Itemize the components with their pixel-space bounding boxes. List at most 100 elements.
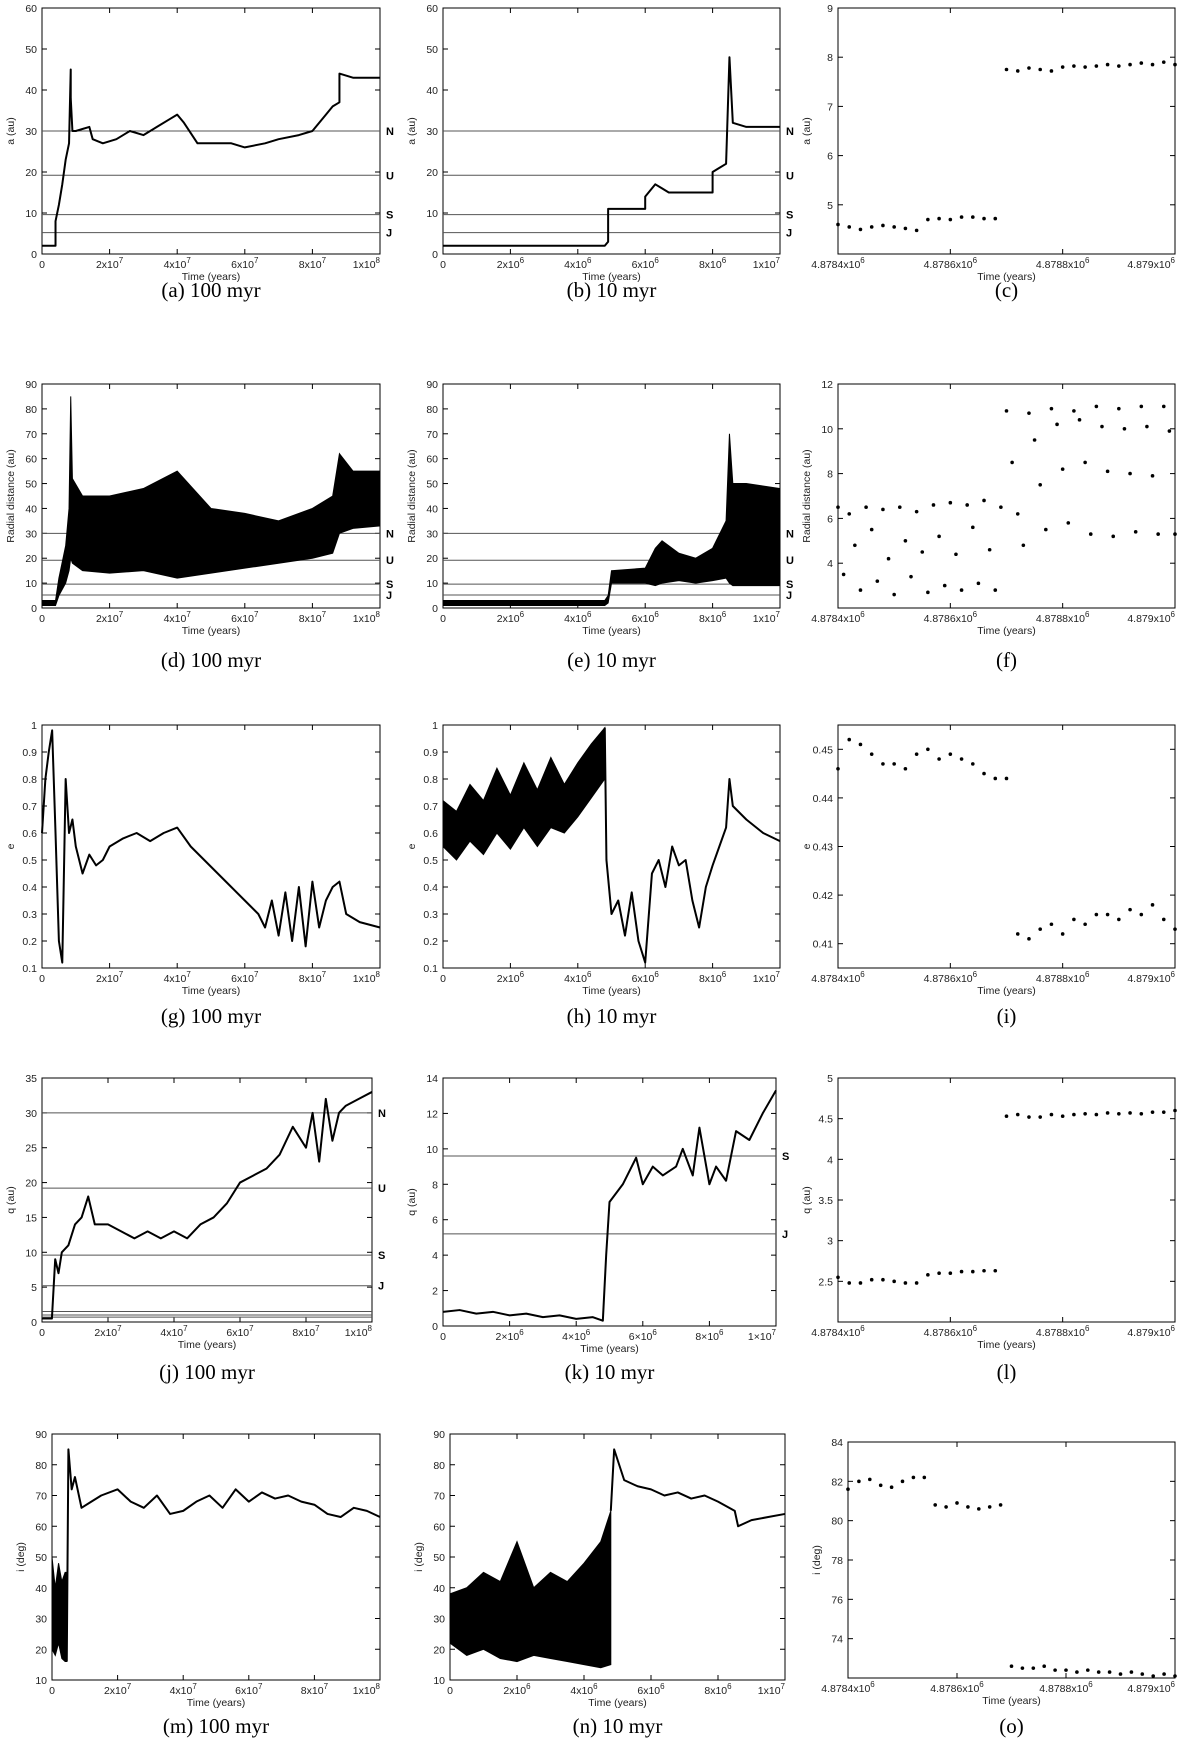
y-tick-label: 0.1 — [22, 963, 37, 975]
x-tick-label: 2x107 — [94, 1324, 122, 1339]
data-point — [1015, 512, 1020, 516]
data-point — [1161, 60, 1166, 64]
data-point — [1167, 429, 1172, 433]
data-point — [937, 216, 941, 221]
data-point — [1096, 1670, 1101, 1674]
data-point — [1173, 532, 1177, 536]
data-point — [971, 1269, 975, 1274]
data-point — [1173, 1674, 1177, 1678]
y-tick-label: 30 — [426, 528, 438, 540]
data-point — [959, 588, 964, 592]
y-tick-label: 6 — [827, 513, 833, 525]
data-point — [1049, 69, 1054, 73]
y-tick-label: 84 — [831, 1437, 843, 1449]
y-tick-label: 80 — [25, 404, 37, 416]
x-tick-label: 4.879x106 — [1127, 610, 1175, 625]
planet-label: N — [386, 126, 394, 138]
y-axis-label: q (au) — [406, 1188, 418, 1215]
x-tick-label: 8x107 — [292, 1324, 320, 1339]
data-point — [966, 1505, 970, 1509]
data-point — [886, 556, 891, 561]
data-point — [892, 1279, 896, 1284]
planet-label: U — [386, 170, 394, 182]
y-tick-label: 10 — [426, 208, 438, 220]
y-tick-label: 0.8 — [423, 774, 438, 786]
x-tick-label: 0 — [39, 613, 45, 625]
chart-f: 4.8784x106 4.8786x106 4.8788x106 4.879x106 4… — [801, 379, 1177, 637]
y-tick-label: 10 — [25, 1247, 37, 1259]
x-axis-label: Time (years) — [982, 1695, 1041, 1707]
data-point — [1088, 532, 1093, 536]
x-tick-label: 6x107 — [231, 256, 259, 271]
data-point — [1049, 1112, 1054, 1117]
y-tick-label: 0.8 — [22, 774, 37, 786]
data-point — [931, 503, 936, 507]
data-point — [1145, 424, 1149, 429]
y-tick-label: 0 — [31, 249, 37, 261]
planet-label: U — [786, 555, 794, 567]
x-tick-label: 4.8788x106 — [1036, 1324, 1090, 1339]
planet-label: J — [786, 590, 792, 602]
data-point — [1083, 460, 1087, 465]
y-tick-label: 30 — [433, 1614, 445, 1626]
x-tick-label: 4×106 — [562, 1328, 591, 1343]
data-point — [944, 1505, 948, 1509]
data-point — [869, 752, 874, 756]
series-line — [443, 56, 780, 247]
data-point — [955, 1501, 959, 1505]
y-axis-label: a (au) — [5, 117, 17, 144]
data-point — [948, 500, 953, 505]
data-point — [1173, 927, 1177, 931]
y-tick-label: 20 — [35, 1644, 47, 1656]
data-point — [982, 498, 986, 503]
planet-label: U — [386, 555, 394, 567]
y-axis-label: Radial distance (au) — [801, 449, 813, 542]
y-tick-label: 2.5 — [818, 1276, 833, 1288]
x-tick-label: 0 — [440, 259, 446, 271]
x-tick-label: 8x106 — [704, 1682, 732, 1697]
data-point — [1117, 1111, 1121, 1116]
y-axis-label: Radial distance (au) — [5, 449, 17, 542]
y-tick-label: 90 — [426, 379, 438, 391]
x-tick-label: 0 — [49, 1685, 55, 1697]
data-point — [892, 762, 896, 766]
y-tick-label: 14 — [426, 1073, 438, 1085]
x-tick-label: 1x108 — [353, 970, 381, 985]
series-line — [42, 68, 380, 247]
y-tick-label: 20 — [433, 1644, 445, 1656]
x-tick-label: 1x107 — [758, 1682, 786, 1697]
y-tick-label: 74 — [831, 1634, 843, 1646]
data-point — [900, 1479, 905, 1484]
y-axis-label: e — [801, 843, 813, 849]
data-point — [1117, 64, 1121, 68]
data-point — [1105, 912, 1110, 917]
x-tick-label: 6x106 — [632, 970, 660, 985]
data-point — [1031, 1666, 1036, 1670]
y-tick-label: 4 — [827, 558, 833, 570]
y-tick-label: 9 — [827, 3, 833, 15]
plot-frame — [41, 1077, 373, 1323]
data-point — [959, 757, 964, 761]
x-tick-label: 2x106 — [497, 610, 525, 625]
data-point — [987, 1505, 992, 1509]
x-axis-label: Time (years) — [582, 625, 641, 637]
x-tick-label: 2x106 — [497, 970, 525, 985]
y-tick-label: 0 — [432, 1321, 438, 1333]
data-point — [1139, 1111, 1144, 1116]
data-point — [1161, 404, 1166, 409]
y-tick-label: 0.43 — [813, 842, 834, 854]
data-point — [903, 766, 908, 771]
y-tick-label: 0.41 — [813, 939, 834, 951]
x-tick-label: 4.8784x106 — [811, 256, 865, 271]
envelope-band — [442, 433, 781, 607]
y-tick-label: 4 — [827, 1154, 833, 1166]
caption-n: (n) 10 myr — [572, 1714, 663, 1738]
x-tick-label: 6x107 — [231, 610, 259, 625]
y-tick-label: 40 — [433, 1583, 445, 1595]
x-tick-label: 4.879x106 — [1127, 1680, 1175, 1695]
y-tick-label: 10 — [25, 208, 37, 220]
caption-l: (l) — [996, 1360, 1017, 1384]
data-point — [933, 1503, 937, 1507]
data-point — [959, 1269, 964, 1274]
x-tick-label: 2x106 — [503, 1682, 531, 1697]
